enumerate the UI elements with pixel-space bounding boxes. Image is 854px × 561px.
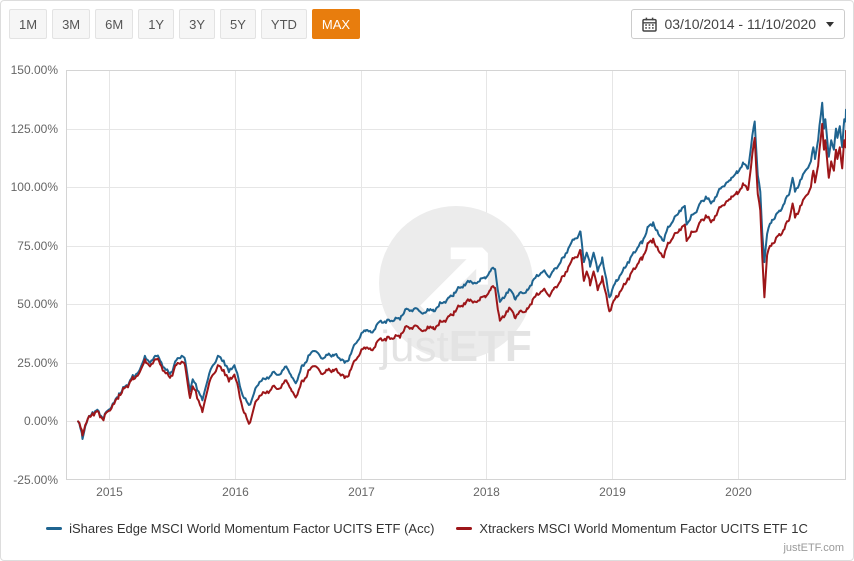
- legend-swatch: [46, 527, 63, 530]
- y-axis-label: 0.00%: [23, 414, 58, 429]
- range-button-ytd[interactable]: YTD: [260, 9, 307, 39]
- y-axis-label: -25.00%: [13, 473, 58, 487]
- x-axis-label: 2016: [222, 485, 249, 499]
- time-range-buttons: 1M 3M 6M 1Y 3Y 5Y YTD MAX: [9, 9, 361, 39]
- legend-item-ishares[interactable]: iShares Edge MSCI World Momentum Factor …: [46, 521, 434, 536]
- y-axis-label: 50.00%: [17, 297, 58, 312]
- range-button-max[interactable]: MAX: [311, 9, 361, 39]
- x-axis-label: 2015: [96, 485, 123, 499]
- range-button-6m[interactable]: 6M: [95, 9, 134, 39]
- svg-text:justETF: justETF: [378, 322, 532, 371]
- justetf-logo-watermark: ↗justETF: [378, 206, 533, 371]
- range-button-5y[interactable]: 5Y: [220, 9, 256, 39]
- y-axis-label: 125.00%: [10, 121, 58, 136]
- y-axis-label: 75.00%: [17, 238, 58, 253]
- x-axis-label: 2020: [725, 485, 752, 499]
- legend-swatch: [456, 527, 473, 530]
- x-axis-label: 2019: [599, 485, 626, 499]
- range-button-3m[interactable]: 3M: [52, 9, 91, 39]
- series-line-xtrackers: [77, 122, 846, 437]
- caret-down-icon: [826, 21, 834, 27]
- x-axis-label: 2017: [348, 485, 375, 499]
- calendar-icon: [642, 17, 658, 32]
- date-range-value: 03/10/2014 - 11/10/2020: [664, 16, 816, 32]
- legend-label: iShares Edge MSCI World Momentum Factor …: [69, 521, 435, 536]
- brand-watermark: justETF.com: [783, 542, 844, 554]
- y-axis-label: 25.00%: [17, 355, 58, 370]
- chart-plot-area[interactable]: ↗ justETF: [66, 70, 846, 480]
- range-button-1y[interactable]: 1Y: [138, 9, 175, 39]
- legend-label: Xtrackers MSCI World Momentum Factor UCI…: [479, 521, 808, 536]
- series-line-ishares: [77, 101, 846, 440]
- legend-item-xtrackers[interactable]: Xtrackers MSCI World Momentum Factor UCI…: [456, 521, 808, 536]
- y-axis-label: 150.00%: [10, 63, 58, 77]
- date-range-picker[interactable]: 03/10/2014 - 11/10/2020: [631, 9, 845, 39]
- y-axis-label: 100.00%: [10, 180, 58, 195]
- range-button-3y[interactable]: 3Y: [179, 9, 215, 39]
- x-axis-label: 2018: [473, 485, 500, 499]
- chart-legend: iShares Edge MSCI World Momentum Factor …: [1, 521, 853, 536]
- range-button-1m[interactable]: 1M: [9, 9, 48, 39]
